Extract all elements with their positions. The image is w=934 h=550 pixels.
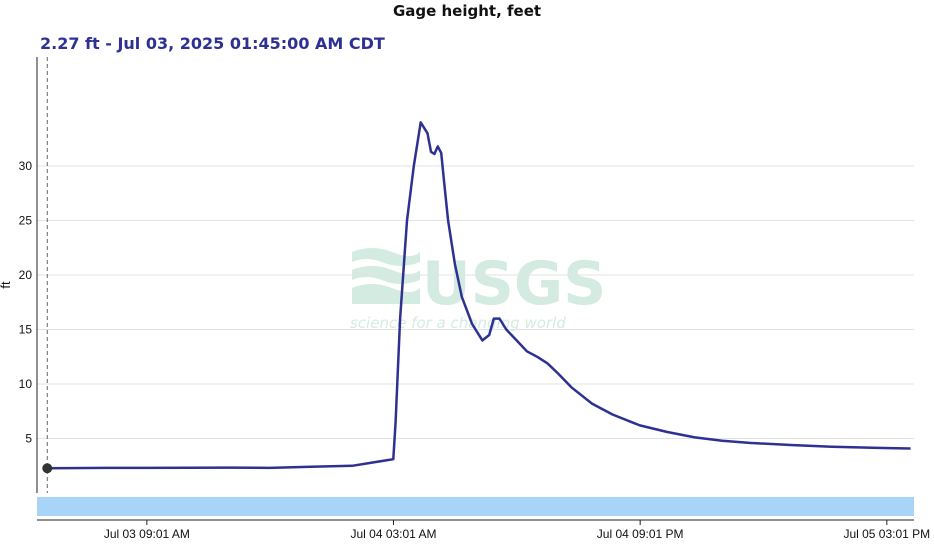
y-gridlines bbox=[37, 165, 914, 439]
y-tick-label: 30 bbox=[19, 159, 33, 173]
usgs-logo-icon bbox=[352, 248, 420, 304]
hover-readout: 2.27 ft - Jul 03, 2025 01:45:00 AM CDT bbox=[40, 34, 385, 53]
series-line[interactable] bbox=[47, 121, 911, 470]
y-axis-label: ft bbox=[0, 281, 13, 289]
y-tick-label: 5 bbox=[25, 432, 32, 446]
watermark-tagline: science for a changing world bbox=[350, 314, 566, 332]
hover-point-marker bbox=[42, 463, 53, 474]
y-tick-label: 15 bbox=[19, 323, 33, 337]
x-tick-labels: Jul 03 09:01 AM Jul 04 03:01 AM Jul 04 09:… bbox=[104, 520, 930, 541]
x-tick-label: Jul 05 03:01 PM bbox=[843, 527, 930, 541]
y-tick-label: 10 bbox=[19, 377, 33, 391]
y-tick-label: 25 bbox=[19, 214, 33, 228]
watermark-logo-text: USGS bbox=[422, 249, 606, 319]
x-tick-label: Jul 04 09:01 PM bbox=[597, 527, 684, 541]
navigator-bar[interactable] bbox=[37, 497, 914, 516]
y-tick-label: 20 bbox=[19, 268, 33, 282]
x-tick-label: Jul 03 09:01 AM bbox=[104, 527, 190, 541]
x-tick-label: Jul 04 03:01 AM bbox=[350, 527, 436, 541]
usgs-watermark: USGS science for a changing world bbox=[350, 248, 606, 332]
y-tick-labels: 5 10 15 20 25 30 bbox=[19, 159, 33, 446]
chart-title: Gage height, feet bbox=[392, 2, 542, 20]
